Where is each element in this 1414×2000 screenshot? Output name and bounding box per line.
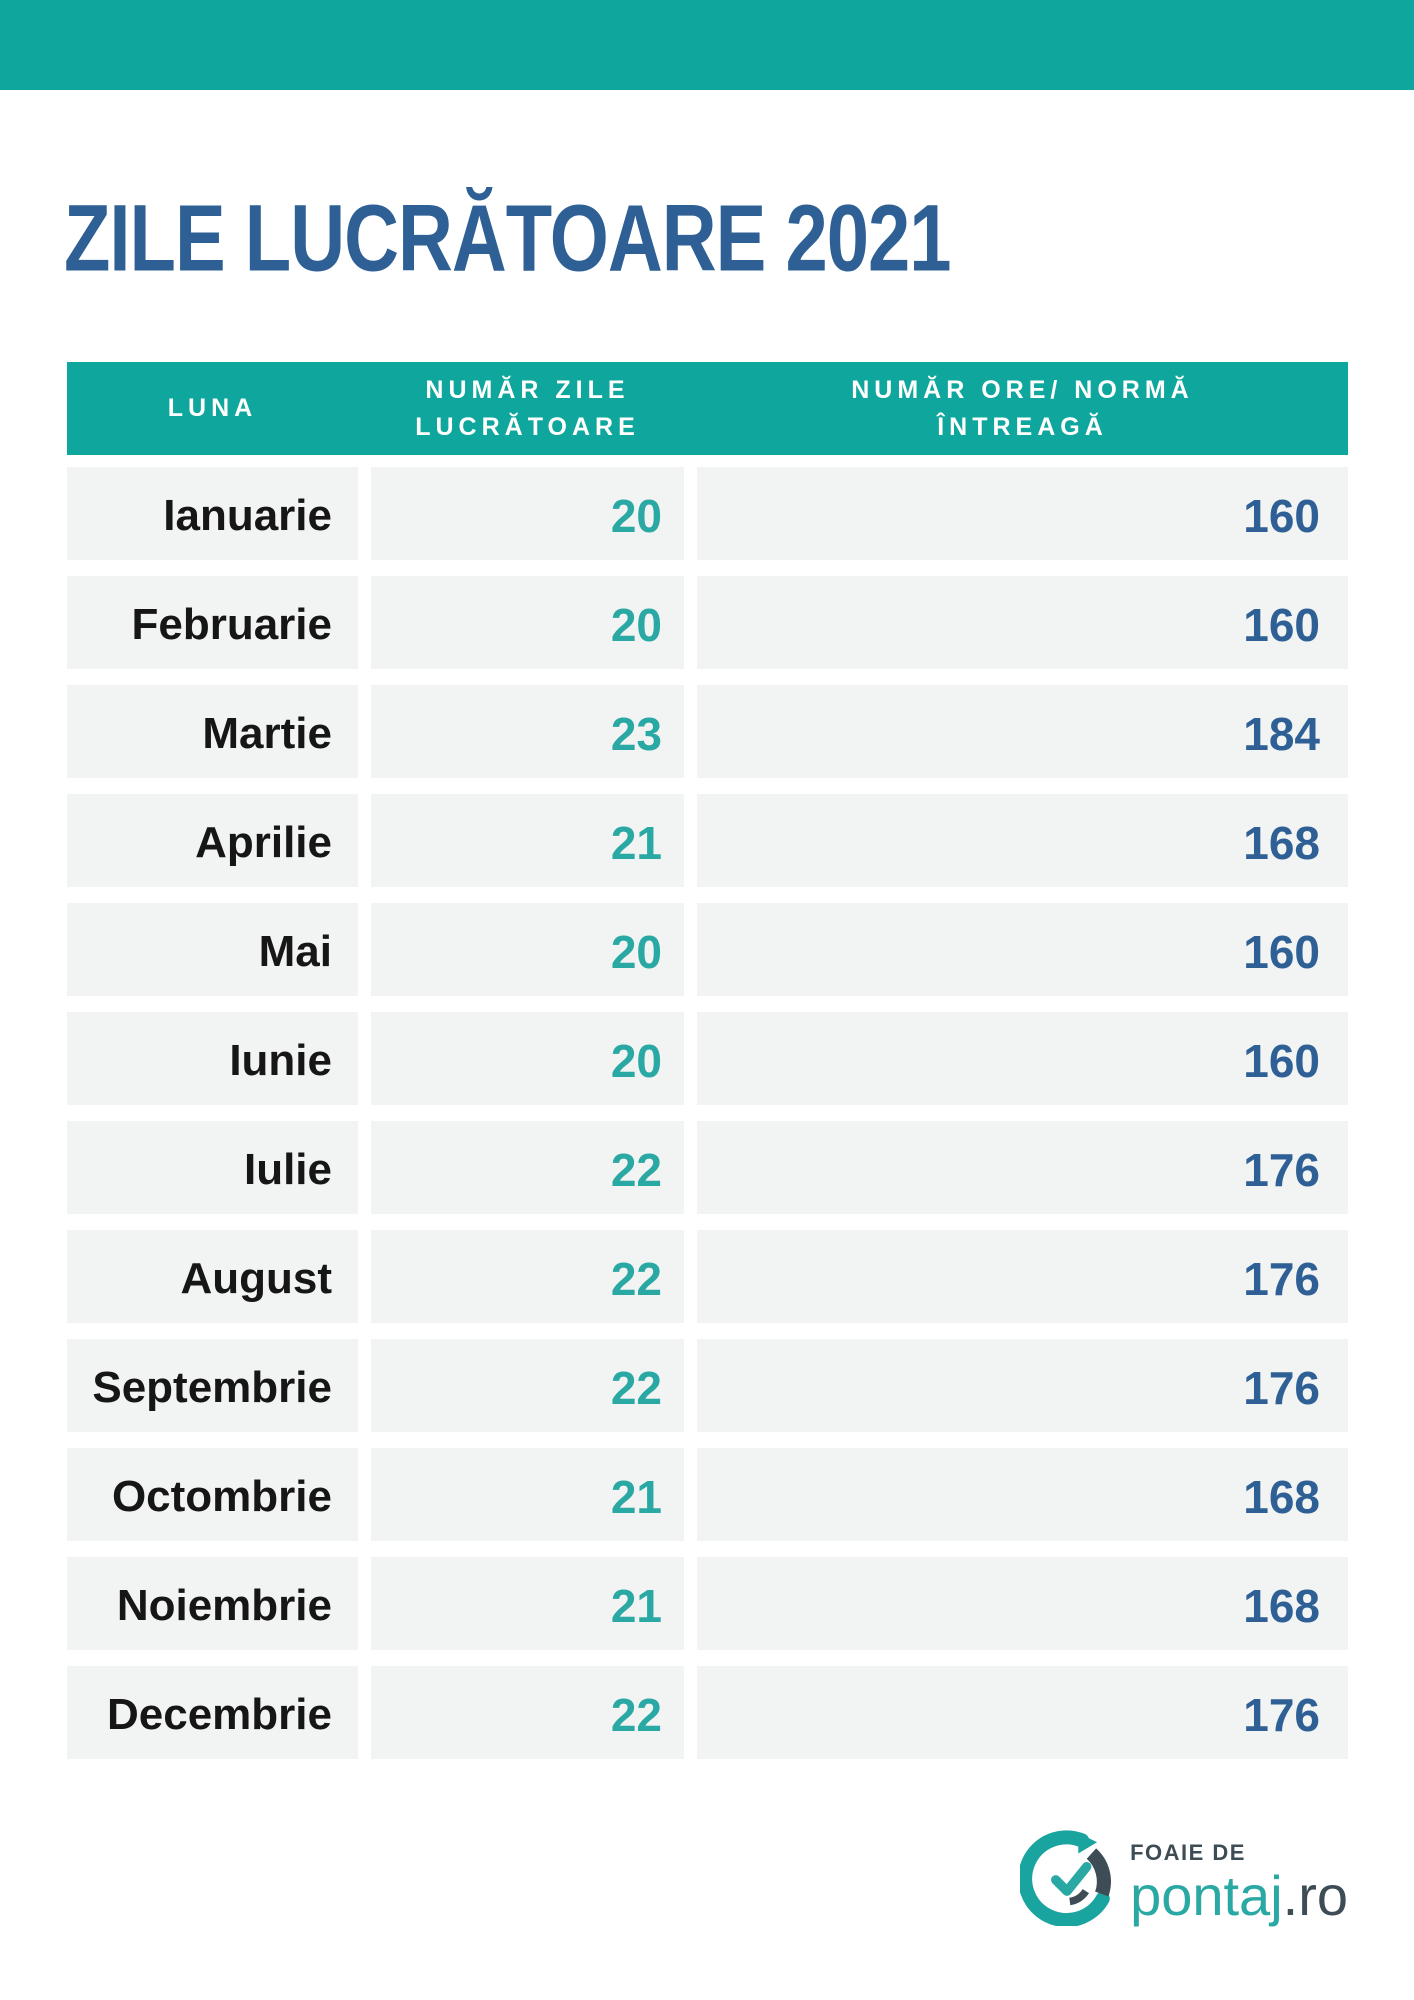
hours-cell: 160 xyxy=(697,903,1348,996)
pontaj-clock-check-icon xyxy=(1020,1830,1111,1926)
working-days-cell: 22 xyxy=(371,1339,684,1432)
working-days-cell: 21 xyxy=(371,1448,684,1541)
column-header-ore: NUMĂR ORE/ NORMĂ ÎNTREAGĂ xyxy=(851,376,1194,441)
hours-cell: 184 xyxy=(697,685,1348,778)
month-cell: Mai xyxy=(67,903,358,996)
month-cell: Iunie xyxy=(67,1012,358,1105)
hours-cell: 176 xyxy=(697,1666,1348,1759)
hours-cell: 160 xyxy=(697,576,1348,669)
table-body: Ianuarie 20 160 Februarie 20 160 Martie 23 184 Ap… xyxy=(67,467,1348,1759)
logo-brand-name: pontaj xyxy=(1130,1864,1283,1927)
footer-logo: FOAIE DE pontaj.ro xyxy=(67,1830,1348,1926)
working-days-cell: 20 xyxy=(371,467,684,560)
logo-text: FOAIE DE pontaj.ro xyxy=(1130,1830,1348,1924)
logo-brand-text: pontaj.ro xyxy=(1130,1868,1348,1924)
month-cell: Aprilie xyxy=(67,794,358,887)
page-title: ZILE LUCRĂTOARE 2021 xyxy=(64,185,952,292)
hours-cell: 176 xyxy=(697,1121,1348,1214)
hours-cell: 168 xyxy=(697,1448,1348,1541)
working-days-cell: 22 xyxy=(371,1666,684,1759)
working-days-cell: 22 xyxy=(371,1230,684,1323)
column-header-zile: NUMĂR ZILE LUCRĂTOARE xyxy=(415,376,640,441)
working-days-cell: 22 xyxy=(371,1121,684,1214)
month-cell: Ianuarie xyxy=(67,467,358,560)
top-accent-bar xyxy=(0,0,1414,90)
logo-brand-tld: .ro xyxy=(1282,1864,1348,1927)
month-cell: Octombrie xyxy=(67,1448,358,1541)
month-cell: August xyxy=(67,1230,358,1323)
month-cell: Iulie xyxy=(67,1121,358,1214)
logo-small-text: FOAIE DE xyxy=(1130,1840,1246,1865)
month-cell: Septembrie xyxy=(67,1339,358,1432)
hours-cell: 168 xyxy=(697,1557,1348,1650)
working-days-cell: 21 xyxy=(371,794,684,887)
month-cell: Noiembrie xyxy=(67,1557,358,1650)
hours-cell: 160 xyxy=(697,467,1348,560)
month-cell: Februarie xyxy=(67,576,358,669)
working-days-cell: 20 xyxy=(371,576,684,669)
hours-cell: 176 xyxy=(697,1339,1348,1432)
hours-cell: 168 xyxy=(697,794,1348,887)
working-days-cell: 20 xyxy=(371,903,684,996)
month-cell: Decembrie xyxy=(67,1666,358,1759)
working-days-cell: 21 xyxy=(371,1557,684,1650)
hours-cell: 176 xyxy=(697,1230,1348,1323)
column-header-luna: LUNA xyxy=(167,394,258,423)
table-header-row: LUNA NUMĂR ZILE LUCRĂTOARE NUMĂR ORE/ NORMĂ… xyxy=(67,362,1348,455)
hours-cell: 160 xyxy=(697,1012,1348,1105)
working-days-cell: 20 xyxy=(371,1012,684,1105)
working-days-cell: 23 xyxy=(371,685,684,778)
working-days-table: LUNA NUMĂR ZILE LUCRĂTOARE NUMĂR ORE/ NORMĂ… xyxy=(67,362,1348,1759)
month-cell: Martie xyxy=(67,685,358,778)
